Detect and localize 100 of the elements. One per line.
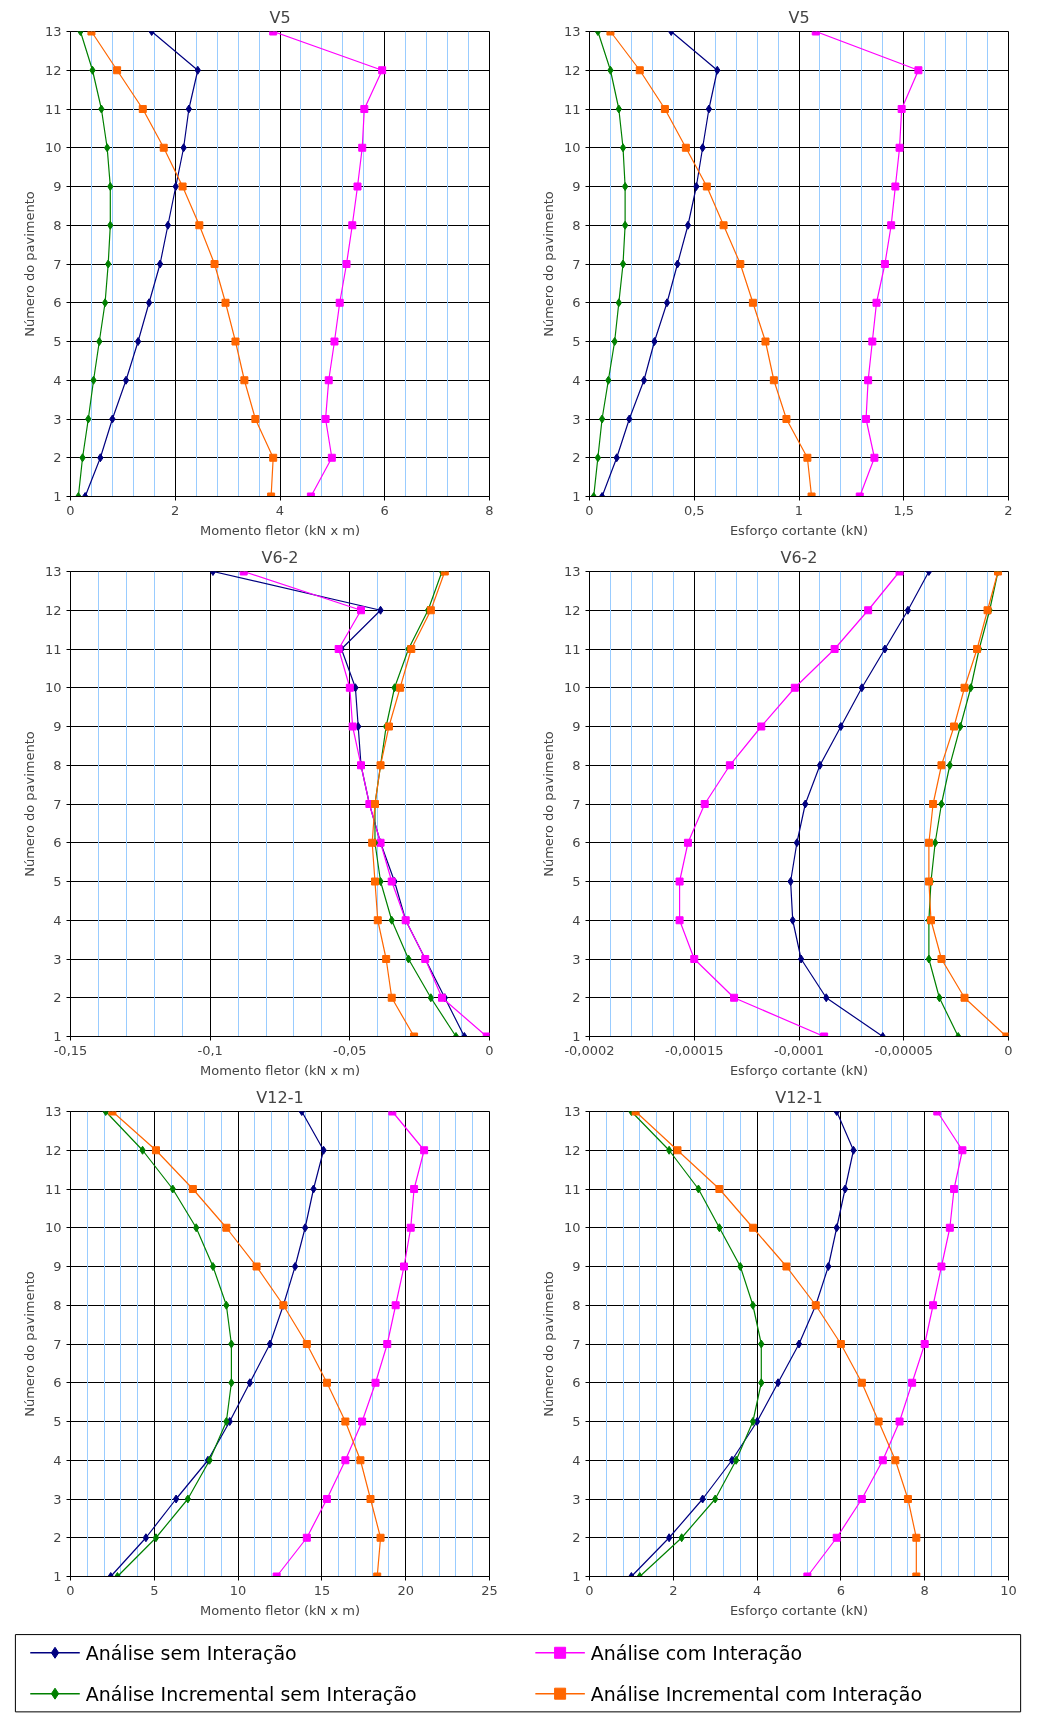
y-tick-label: 12 [44,1142,62,1158]
y-tick-label: 8 [572,757,581,773]
y-tick-label: 5 [53,1414,62,1429]
x-tick-label: 6 [836,1582,846,1598]
y-tick-label: 9 [572,1259,581,1274]
chart-title: V6-2 [780,547,818,567]
y-tick-label: 3 [572,1491,581,1507]
y-tick-label: 6 [53,295,62,311]
x-tick-label: 8 [920,1582,929,1598]
chart-title: V5 [269,7,291,27]
y-tick-label: 2 [53,450,62,466]
y-tick-label: 10 [44,1220,62,1236]
x-tick-label: 2 [669,1582,678,1598]
x-tick-label: 1 [794,502,804,518]
y-tick-label: 3 [572,951,581,967]
y-tick-label: 9 [572,719,581,734]
y-tick-label: 12 [563,602,581,618]
y-tick-label: 4 [572,1452,581,1468]
y-tick-label: 6 [572,1375,581,1391]
y-tick-label: 5 [572,1414,581,1429]
y-axis-title: Número do pavimento [540,1271,556,1417]
y-tick-label: 9 [53,1259,62,1274]
x-tick-label: 1,5 [893,502,915,518]
chart-title: V12-1 [256,1087,304,1107]
x-axis-title: Momento fletor (kN x m) [200,1602,361,1618]
x-tick-label: 6 [380,502,389,518]
y-tick-label: 7 [572,1336,581,1352]
y-tick-label: 8 [53,757,62,773]
y-tick-label: 7 [572,256,581,272]
y-tick-label: 12 [563,1142,581,1158]
y-tick-label: 9 [53,179,62,194]
y-tick-label: 2 [572,990,581,1006]
y-tick-label: 7 [53,796,62,812]
legend-label: Análise Incremental sem Interação [85,1682,417,1705]
x-tick-label: 0 [66,502,75,518]
y-tick-label: 11 [563,641,581,657]
y-tick-label: 5 [572,874,581,889]
x-tick-label: 4 [275,502,285,518]
y-tick-label: 1 [572,1569,581,1584]
y-tick-label: 12 [563,62,581,78]
x-axis-title: Esforço cortante (kN) [729,1062,869,1078]
y-tick-label: 2 [572,1530,581,1546]
y-tick-label: 13 [563,564,581,579]
y-tick-label: 12 [44,602,62,618]
y-tick-label: 13 [44,564,62,579]
y-tick-label: 7 [572,796,581,812]
y-tick-label: 1 [572,1029,581,1044]
y-tick-label: 11 [44,101,62,117]
x-tick-label: -0,00015 [665,1042,724,1058]
x-tick-label: -0,15 [53,1042,88,1058]
y-tick-label: 6 [53,835,62,851]
y-tick-label: 10 [563,1220,581,1236]
y-axis-title: Número do pavimento [21,1271,37,1417]
y-tick-label: 10 [563,140,581,156]
y-tick-label: 11 [44,641,62,657]
x-tick-label: 0 [1004,1042,1013,1058]
y-tick-label: 8 [53,1297,62,1313]
y-tick-label: 3 [53,951,62,967]
y-tick-label: 8 [572,217,581,233]
y-tick-label: 13 [44,24,62,39]
chart-title: V12-1 [775,1087,823,1107]
x-tick-label: -0,00005 [874,1042,933,1058]
x-tick-label: 25 [481,1582,498,1598]
chart-title: V5 [788,7,810,27]
y-tick-label: 10 [44,140,62,156]
x-tick-label: 4 [752,1582,762,1598]
y-tick-label: 1 [572,489,581,504]
y-tick-label: 2 [572,450,581,466]
y-tick-label: 11 [44,1181,62,1197]
y-tick-label: 7 [53,256,62,272]
y-tick-label: 11 [563,101,581,117]
y-tick-label: 4 [572,372,581,388]
y-tick-label: 5 [53,874,62,889]
y-tick-label: 4 [53,372,62,388]
y-axis-title: Número do pavimento [540,731,556,877]
x-tick-label: 0 [485,1042,494,1058]
y-tick-label: 5 [53,334,62,349]
y-tick-label: 10 [563,680,581,696]
y-tick-label: 7 [53,1336,62,1352]
y-tick-label: 4 [53,912,62,928]
x-tick-label: -0,1 [197,1042,223,1058]
x-tick-label: 8 [485,502,494,518]
y-tick-label: 2 [53,1530,62,1546]
y-axis-title: Número do pavimento [540,191,556,337]
legend-label: Análise Incremental com Interação [590,1682,923,1705]
y-tick-label: 13 [563,24,581,39]
x-tick-label: 0 [66,1582,75,1598]
x-tick-label: 15 [313,1582,331,1598]
y-tick-label: 11 [563,1181,581,1197]
x-axis-title: Momento fletor (kN x m) [200,522,361,538]
y-tick-label: 4 [572,912,581,928]
y-tick-label: 6 [53,1375,62,1391]
y-tick-label: 1 [53,1029,62,1044]
x-tick-label: 2 [171,502,180,518]
x-tick-label: 10 [1000,1582,1017,1598]
x-tick-label: 0,5 [683,502,705,518]
y-tick-label: 6 [572,295,581,311]
y-tick-label: 3 [572,411,581,427]
x-tick-label: 0 [585,1582,594,1598]
y-tick-label: 2 [53,990,62,1006]
